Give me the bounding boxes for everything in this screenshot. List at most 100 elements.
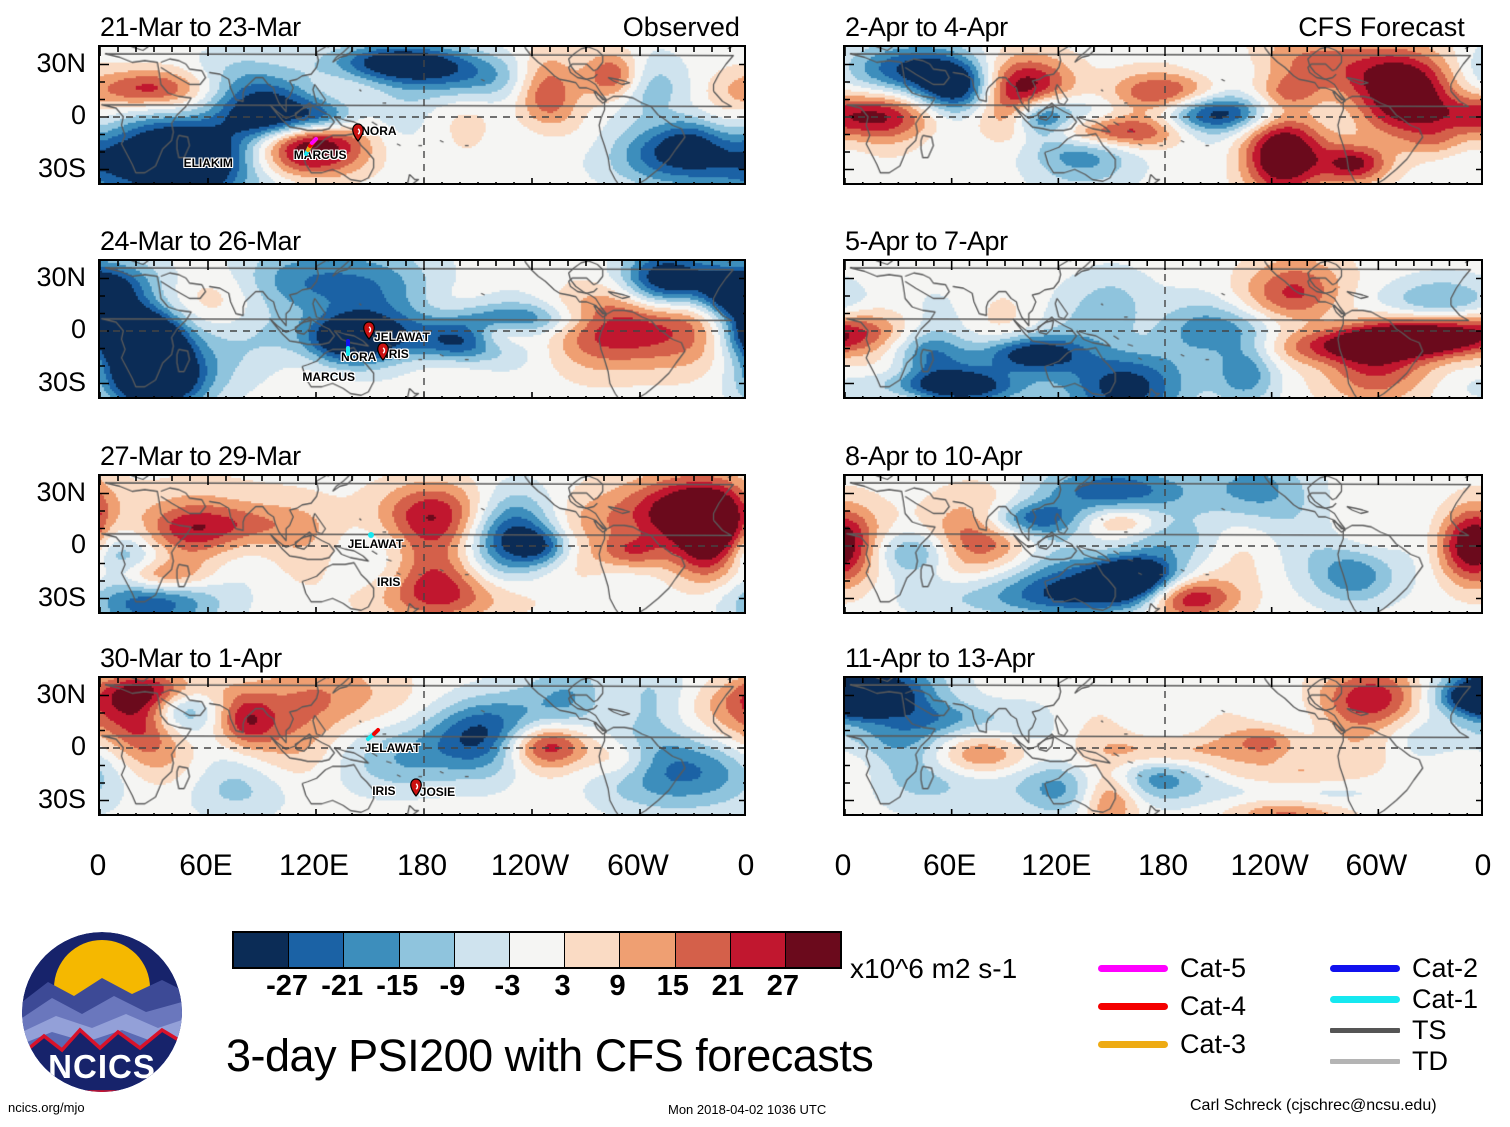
colorbar-segment-1 — [288, 933, 344, 967]
panel-title-fcst-4: 11-Apr to 13-Apr — [845, 643, 1035, 673]
colorbar-tick-1: -21 — [321, 970, 364, 1002]
legend-swatch-cat-1 — [1330, 996, 1400, 1003]
panel-title-fcst-1: 2-Apr to 4-Apr — [845, 12, 1008, 42]
legend-label-cat-4: Cat-4 — [1180, 991, 1247, 1021]
colorbar-tick-7: 15 — [656, 970, 689, 1002]
legend-item-td: TD — [1330, 1048, 1448, 1075]
storm-label-iris: IRIS — [372, 783, 396, 798]
contour-field-fcst-1 — [845, 47, 1481, 183]
map-fcst-2 — [843, 259, 1483, 399]
panel-title-fcst-3: 8-Apr to 10-Apr — [845, 441, 1023, 471]
svg-text:NCICS: NCICS — [48, 1048, 156, 1085]
legend-item-cat-4: Cat-4 — [1098, 993, 1246, 1020]
colorbar-segment-4 — [453, 933, 509, 967]
y-tick-30S: 30S — [37, 783, 86, 814]
legend-item-cat-3: Cat-3 — [1098, 1031, 1246, 1058]
storm-track-nora — [350, 122, 366, 147]
author-credit: Carl Schreck (cjschrec@ncsu.edu) — [1190, 1097, 1437, 1114]
storm-label-josie: JOSIE — [419, 785, 456, 800]
x-tick-right-0: 0 — [834, 849, 852, 882]
colorbar-tick-8: 21 — [711, 970, 744, 1002]
ncics-logo: NCICS — [22, 932, 182, 1092]
colorbar-units: x10^6 m2 s-1 — [850, 953, 1018, 984]
contour-field-obs-2 — [100, 261, 744, 397]
y-tick-0: 0 — [70, 731, 86, 761]
colorbar-tick-6: 9 — [609, 970, 626, 1002]
colorbar-segment-7 — [619, 933, 675, 967]
colorbar-segment-10 — [784, 933, 841, 967]
legend-swatch-ts — [1330, 1028, 1400, 1033]
map-fcst-4 — [843, 676, 1483, 816]
y-tick-30N: 30N — [36, 678, 86, 709]
map-obs-2 — [98, 259, 746, 399]
legend-label-cat-1: Cat-1 — [1412, 984, 1479, 1014]
legend-swatch-cat-4 — [1098, 1003, 1168, 1010]
x-tick-left-0: 0 — [89, 849, 107, 882]
storm-label-iris: IRIS — [385, 347, 409, 361]
y-tick-0: 0 — [70, 314, 86, 344]
legend-label-cat-5: Cat-5 — [1180, 953, 1247, 983]
colorbar-segment-0 — [234, 933, 289, 967]
y-tick-30S: 30S — [37, 366, 86, 397]
legend-swatch-td — [1330, 1059, 1400, 1064]
x-tick-right-3: 180 — [1137, 849, 1189, 882]
storm-label-iris: IRIS — [377, 574, 401, 589]
x-tick-left-6: 0 — [737, 849, 755, 882]
site-link[interactable]: ncics.org/mjo — [8, 1100, 85, 1115]
map-obs-1 — [98, 45, 746, 185]
x-tick-left-3: 180 — [396, 849, 448, 882]
colorbar-tick-3: -9 — [439, 970, 466, 1002]
x-tick-right-6: 0 — [1474, 849, 1492, 882]
legend-item-cat-2: Cat-2 — [1330, 955, 1478, 982]
map-obs-4 — [98, 676, 746, 816]
map-obs-3 — [98, 474, 746, 614]
contour-field-fcst-3 — [845, 476, 1481, 612]
colorbar-tick-9: 27 — [766, 970, 800, 1002]
storm-track-josie — [408, 777, 424, 802]
legend-item-cat-5: Cat-5 — [1098, 955, 1246, 982]
y-tick-30N: 30N — [36, 261, 86, 292]
legend-label-td: TD — [1412, 1046, 1448, 1076]
x-tick-right-1: 60E — [922, 849, 977, 882]
legend-swatch-cat-3 — [1098, 1041, 1168, 1048]
x-tick-left-1: 60E — [179, 849, 233, 882]
storm-track-jelawat — [365, 727, 381, 748]
x-tick-left-5: 60W — [607, 849, 669, 882]
storm-label-marcus: MARCUS — [302, 370, 356, 385]
x-tick-right-5: 60W — [1345, 849, 1408, 882]
legend-swatch-cat-2 — [1330, 965, 1400, 972]
storm-track-jelawat — [365, 528, 377, 546]
storm-track-nora — [343, 339, 355, 362]
x-tick-left-4: 120W — [490, 849, 570, 882]
storm-label-eliakim: ELIAKIM — [183, 156, 233, 171]
y-tick-30S: 30S — [37, 152, 86, 183]
legend-item-cat-1: Cat-1 — [1330, 986, 1478, 1013]
colorbar-segment-2 — [343, 933, 399, 967]
colorbar-segment-6 — [564, 933, 620, 967]
storm-label-jelawat: JELAWAT — [374, 330, 430, 344]
x-tick-right-2: 120E — [1021, 849, 1092, 882]
contour-field-fcst-2 — [845, 261, 1481, 397]
legend-label-cat-2: Cat-2 — [1412, 953, 1479, 983]
colorbar-segment-5 — [508, 933, 565, 967]
y-tick-0: 0 — [70, 100, 86, 130]
panel-title-obs-1: 21-Mar to 23-Mar — [100, 12, 301, 42]
legend-label-ts: TS — [1412, 1015, 1447, 1045]
column-header-right: CFS Forecast — [1298, 12, 1465, 42]
panel-title-fcst-2: 5-Apr to 7-Apr — [845, 226, 1008, 256]
y-tick-0: 0 — [70, 529, 86, 559]
colorbar-tick-2: -15 — [376, 970, 419, 1002]
panel-title-obs-2: 24-Mar to 26-Mar — [100, 226, 301, 256]
x-tick-left-2: 120E — [278, 849, 350, 882]
y-tick-30S: 30S — [37, 581, 86, 612]
colorbar-segment-8 — [674, 933, 730, 967]
timestamp: Mon 2018-04-02 1036 UTC — [668, 1102, 827, 1117]
column-header-left: Observed — [622, 12, 740, 42]
panel-title-obs-4: 30-Mar to 1-Apr — [100, 643, 282, 673]
colorbar-segment-3 — [398, 933, 454, 967]
colorbar-tick-0: -27 — [266, 970, 309, 1002]
panel-title-obs-3: 27-Mar to 29-Mar — [100, 441, 301, 471]
legend-item-ts: TS — [1330, 1017, 1447, 1044]
contour-field-obs-3 — [100, 476, 744, 612]
colorbar — [232, 931, 842, 969]
